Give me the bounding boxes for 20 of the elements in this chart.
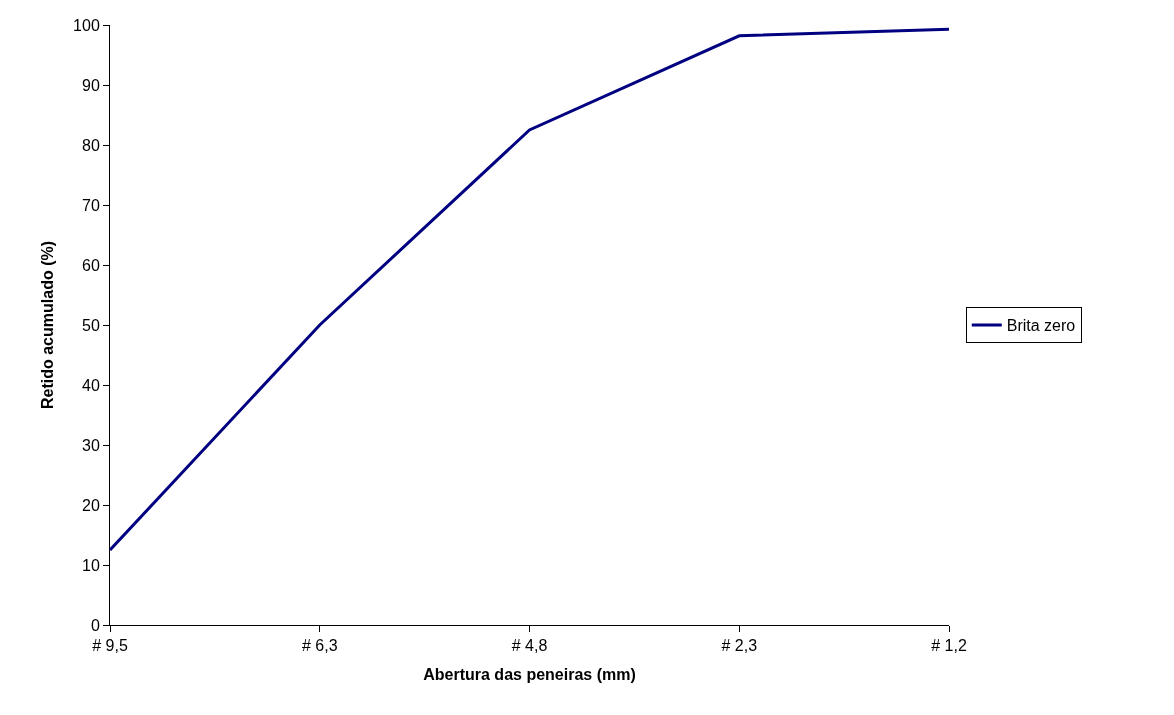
x-axis-title: Abertura das peneiras (mm) [423, 665, 636, 683]
y-tick-label: 100 [73, 16, 100, 34]
y-tick-label: 40 [82, 376, 100, 394]
y-tick-label: 50 [82, 316, 100, 334]
x-tick-label: # 4,8 [511, 637, 548, 655]
y-tick-label: 10 [82, 556, 100, 574]
legend-label: Brita zero [1006, 317, 1076, 335]
y-tick-label: 20 [82, 496, 100, 514]
y-axis-title: Retido acumulado (%) [39, 240, 56, 410]
x-tick-label: # 2,3 [721, 637, 758, 655]
x-tick-label: # 6,3 [301, 637, 338, 655]
y-tick-label: 0 [90, 616, 100, 634]
y-tick-label: 60 [82, 256, 100, 274]
y-tick-label: 80 [82, 136, 100, 154]
x-tick-label: # 1,2 [931, 637, 967, 655]
y-tick-label: 70 [82, 196, 100, 214]
y-tick-label: 30 [82, 436, 100, 454]
x-tick-label: # 9,5 [92, 637, 128, 655]
y-tick-label: 90 [82, 76, 100, 94]
line-series [110, 27, 949, 552]
